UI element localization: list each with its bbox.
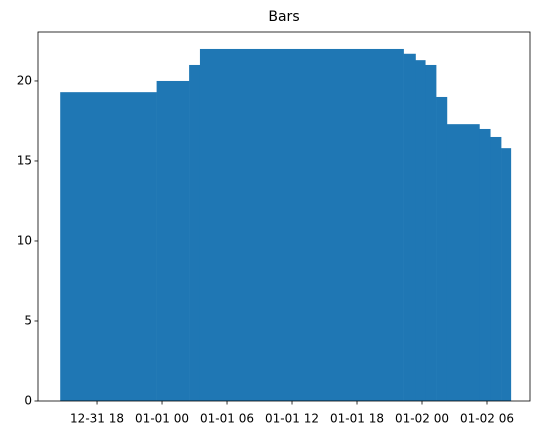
bar (479, 128, 491, 401)
x-tick-label: 12-31 18 (70, 412, 124, 426)
x-tick-label: 01-01 06 (200, 412, 254, 426)
chart-title: Bars (268, 9, 299, 25)
bar (501, 148, 512, 401)
bar (199, 48, 404, 401)
bar (436, 96, 448, 401)
bar (60, 92, 157, 402)
bar (415, 60, 426, 401)
bar (425, 64, 437, 402)
x-tick-label: 01-01 00 (135, 412, 189, 426)
plot-frame (37, 31, 531, 402)
x-tick-label: 01-02 06 (460, 412, 514, 426)
bar (446, 124, 480, 402)
bar (189, 64, 201, 402)
x-tick-label: 01-02 00 (395, 412, 449, 426)
y-tick-label: 15 (17, 153, 32, 167)
y-tick-label: 10 (17, 233, 32, 247)
x-tick-label: 01-01 12 (265, 412, 319, 426)
bar (403, 53, 416, 401)
y-tick-label: 5 (24, 313, 32, 327)
bar (156, 80, 190, 402)
y-tick-label: 20 (17, 73, 32, 87)
x-tick-label: 01-01 18 (330, 412, 384, 426)
bar (490, 136, 502, 401)
y-tick-label: 0 (24, 394, 32, 408)
